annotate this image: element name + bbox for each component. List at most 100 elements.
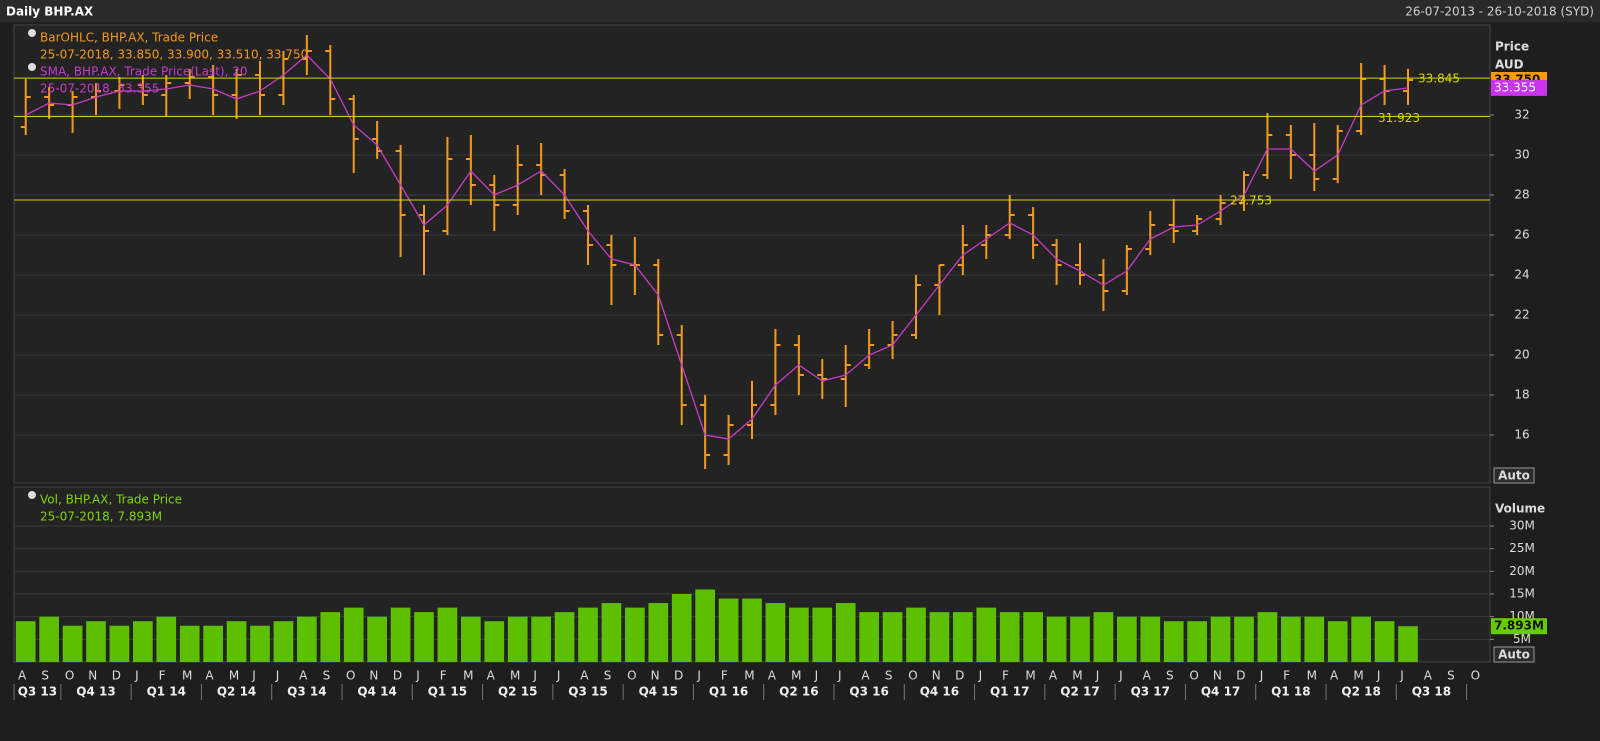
axis-title: Price (1495, 40, 1529, 54)
volume-bar (1351, 616, 1371, 662)
y-tick-label: 18 (1514, 388, 1529, 402)
quarter-label: Q3 15 (568, 685, 607, 699)
quarter-label: Q3 18 (1412, 685, 1451, 699)
month-label: S (41, 669, 49, 683)
legend-name: Vol, BHP.AX, Trade Price (40, 493, 182, 507)
volume-bar (648, 603, 669, 662)
y-tick-label: 20 (1514, 348, 1529, 362)
y-tick-label: 16 (1514, 428, 1529, 442)
quarter-label: Q4 15 (639, 685, 678, 699)
volume-bar (695, 589, 715, 662)
y-tick-label: 5M (1513, 632, 1531, 646)
quarter-label: Q3 17 (1131, 685, 1170, 699)
month-label: A (861, 669, 870, 683)
volume-bar (554, 612, 575, 662)
auto-button-label[interactable]: Auto (1498, 648, 1530, 662)
volume-bar (15, 621, 36, 662)
volume-bar (578, 607, 598, 662)
month-label: N (369, 669, 378, 683)
month-label: M (791, 669, 801, 683)
month-label: O (1189, 669, 1198, 683)
volume-bar (343, 607, 364, 662)
volume-bar (297, 616, 317, 662)
quarter-label: Q2 18 (1341, 685, 1380, 699)
month-label: J (1095, 669, 1100, 683)
month-label: J (814, 669, 819, 683)
month-label: N (1213, 669, 1222, 683)
volume-bar (999, 612, 1020, 662)
volume-bar (953, 612, 973, 662)
volume-bar (39, 616, 59, 662)
legend-detail: 25-07-2018, 33.355 (40, 82, 159, 96)
y-tick-label: 26 (1514, 228, 1529, 242)
volume-bar (906, 607, 926, 662)
quarter-label: Q1 14 (147, 685, 186, 699)
month-label: S (885, 669, 893, 683)
sma-line (25, 54, 1409, 440)
volume-bar (976, 607, 997, 662)
quarter-label: Q3 13 (18, 685, 57, 699)
quarter-label: Q4 14 (357, 685, 396, 699)
axis-title: Volume (1495, 502, 1545, 516)
last-value-label: 33.355 (1494, 80, 1536, 94)
volume-bar (1187, 621, 1207, 662)
volume-bar (1093, 612, 1114, 662)
month-label: A (205, 669, 214, 683)
volume-bar (1398, 626, 1418, 662)
volume-bar (507, 616, 528, 662)
month-label: M (1025, 669, 1035, 683)
volume-bar (156, 616, 177, 662)
quarter-label: Q2 14 (217, 685, 256, 699)
auto-button-label[interactable]: Auto (1498, 469, 1530, 483)
volume-bar (1140, 616, 1161, 662)
month-label: O (1471, 669, 1480, 683)
last-value-label: 7.893M (1494, 619, 1544, 633)
month-label: J (251, 669, 256, 683)
volume-bar (882, 612, 903, 662)
month-label: A (1330, 669, 1339, 683)
legend-icon (28, 491, 36, 499)
volume-bar (1281, 616, 1301, 662)
y-tick-label: 28 (1514, 188, 1529, 202)
month-label: M (1307, 669, 1317, 683)
month-label: J (837, 669, 842, 683)
auto-button[interactable] (1493, 467, 1535, 484)
volume-bar (601, 603, 622, 662)
volume-bar (1257, 612, 1278, 662)
month-label: N (651, 669, 660, 683)
quarter-label: Q4 13 (76, 685, 115, 699)
month-label: N (932, 669, 941, 683)
y-tick-label: 30 (1514, 148, 1529, 162)
volume-bar (929, 612, 950, 662)
volume-bar (1046, 616, 1067, 662)
month-label: D (112, 669, 121, 683)
month-label: F (1002, 669, 1009, 683)
volume-bar (86, 621, 106, 662)
y-tick-label: 25M (1509, 541, 1535, 555)
month-label: M (463, 669, 473, 683)
legend-detail: 25-07-2018, 7.893M (40, 510, 162, 524)
month-label: J (415, 669, 420, 683)
month-label: J (1376, 669, 1381, 683)
volume-bar (1374, 621, 1395, 662)
quarter-label: Q1 15 (428, 685, 467, 699)
volume-bar (133, 621, 153, 662)
month-label: F (721, 669, 728, 683)
volume-bar (1327, 621, 1348, 662)
quarter-label: Q3 14 (287, 685, 326, 699)
volume-bar (226, 621, 247, 662)
month-label: A (18, 669, 27, 683)
title-bar (0, 0, 1600, 22)
volume-bar (671, 593, 692, 662)
volume-bar (1023, 612, 1043, 662)
month-label: M (1072, 669, 1082, 683)
quarter-label: Q4 16 (920, 685, 959, 699)
month-label: J (1259, 669, 1264, 683)
horizontal-line-label: 27.753 (1230, 193, 1272, 207)
auto-button[interactable] (1493, 646, 1535, 663)
month-label: A (768, 669, 777, 683)
volume-bar (484, 621, 505, 662)
legend-name: SMA, BHP.AX, Trade Price(Last), 20 (40, 65, 248, 79)
quarter-label: Q1 17 (990, 685, 1029, 699)
